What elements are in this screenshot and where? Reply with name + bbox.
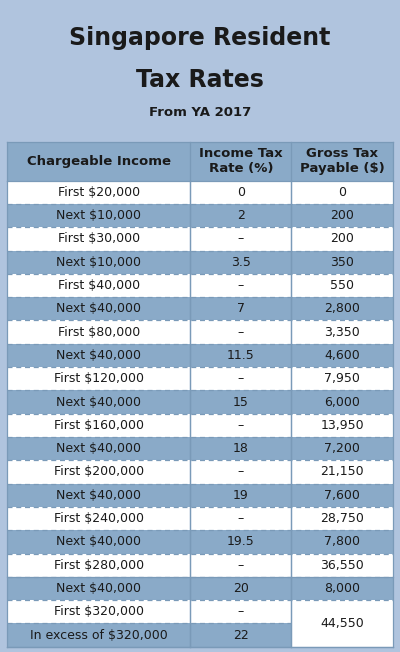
Text: Next $40,000: Next $40,000 xyxy=(56,349,141,362)
Bar xyxy=(7,437,393,460)
Text: –: – xyxy=(238,372,244,385)
Text: Singapore Resident: Singapore Resident xyxy=(69,26,331,50)
Text: First $20,000: First $20,000 xyxy=(58,186,140,199)
Text: 44,550: 44,550 xyxy=(320,617,364,630)
Text: Next $40,000: Next $40,000 xyxy=(56,303,141,316)
Text: Next $40,000: Next $40,000 xyxy=(56,442,141,455)
Text: 36,550: 36,550 xyxy=(320,559,364,572)
Text: 200: 200 xyxy=(330,232,354,245)
Bar xyxy=(7,320,393,344)
Text: 350: 350 xyxy=(330,256,354,269)
Text: Next $10,000: Next $10,000 xyxy=(56,256,141,269)
Bar xyxy=(7,460,393,484)
Text: 20: 20 xyxy=(233,582,249,595)
Text: –: – xyxy=(238,325,244,338)
Text: First $30,000: First $30,000 xyxy=(58,232,140,245)
Text: 4,600: 4,600 xyxy=(324,349,360,362)
Bar xyxy=(291,600,393,647)
Text: 2: 2 xyxy=(237,209,245,222)
Text: Next $40,000: Next $40,000 xyxy=(56,489,141,502)
Text: In excess of $320,000: In excess of $320,000 xyxy=(30,629,168,642)
Bar xyxy=(190,600,291,623)
Text: –: – xyxy=(238,419,244,432)
Text: Income Tax
Rate (%): Income Tax Rate (%) xyxy=(199,147,283,175)
Text: 8,000: 8,000 xyxy=(324,582,360,595)
Text: First $80,000: First $80,000 xyxy=(58,325,140,338)
Bar xyxy=(7,227,393,250)
Text: 3,350: 3,350 xyxy=(324,325,360,338)
Text: 7,950: 7,950 xyxy=(324,372,360,385)
Bar xyxy=(7,577,393,600)
Text: First $120,000: First $120,000 xyxy=(54,372,144,385)
Bar xyxy=(190,623,291,647)
Bar xyxy=(7,181,393,204)
Text: 19: 19 xyxy=(233,489,249,502)
Text: 550: 550 xyxy=(330,279,354,292)
Text: First $40,000: First $40,000 xyxy=(58,279,140,292)
Text: 7: 7 xyxy=(237,303,245,316)
Text: –: – xyxy=(238,512,244,525)
Bar xyxy=(7,142,393,181)
Bar xyxy=(7,391,393,413)
Text: –: – xyxy=(238,232,244,245)
Text: 19.5: 19.5 xyxy=(227,535,255,548)
Text: First $200,000: First $200,000 xyxy=(54,466,144,479)
Text: 13,950: 13,950 xyxy=(320,419,364,432)
Text: Gross Tax
Payable ($): Gross Tax Payable ($) xyxy=(300,147,384,175)
Text: 21,150: 21,150 xyxy=(320,466,364,479)
Text: First $240,000: First $240,000 xyxy=(54,512,144,525)
Bar xyxy=(7,530,393,554)
Text: Tax Rates: Tax Rates xyxy=(136,68,264,93)
Text: 18: 18 xyxy=(233,442,249,455)
Text: 7,600: 7,600 xyxy=(324,489,360,502)
Text: –: – xyxy=(238,279,244,292)
Bar xyxy=(7,204,393,227)
Text: 0: 0 xyxy=(237,186,245,199)
Text: 11.5: 11.5 xyxy=(227,349,255,362)
Bar xyxy=(7,274,393,297)
Bar xyxy=(7,600,190,623)
Text: –: – xyxy=(238,605,244,618)
Text: 0: 0 xyxy=(338,186,346,199)
Bar xyxy=(7,367,393,391)
Text: 200: 200 xyxy=(330,209,354,222)
Text: First $160,000: First $160,000 xyxy=(54,419,144,432)
Text: Chargeable Income: Chargeable Income xyxy=(27,155,171,168)
Text: 7,200: 7,200 xyxy=(324,442,360,455)
Text: Next $40,000: Next $40,000 xyxy=(56,396,141,409)
Bar xyxy=(7,623,190,647)
Bar xyxy=(7,344,393,367)
Text: 28,750: 28,750 xyxy=(320,512,364,525)
Text: First $320,000: First $320,000 xyxy=(54,605,144,618)
Bar xyxy=(7,413,393,437)
Text: 7,800: 7,800 xyxy=(324,535,360,548)
Text: 15: 15 xyxy=(233,396,249,409)
Text: –: – xyxy=(238,559,244,572)
Bar xyxy=(7,507,393,530)
Text: Next $40,000: Next $40,000 xyxy=(56,582,141,595)
Text: 22: 22 xyxy=(233,629,249,642)
Text: First $280,000: First $280,000 xyxy=(54,559,144,572)
Text: Next $10,000: Next $10,000 xyxy=(56,209,141,222)
Text: 2,800: 2,800 xyxy=(324,303,360,316)
Bar xyxy=(7,484,393,507)
Bar xyxy=(7,250,393,274)
Text: –: – xyxy=(238,466,244,479)
Bar xyxy=(7,297,393,320)
Text: Next $40,000: Next $40,000 xyxy=(56,535,141,548)
Bar xyxy=(7,554,393,577)
Text: From YA 2017: From YA 2017 xyxy=(149,106,251,119)
Text: 3.5: 3.5 xyxy=(231,256,251,269)
Text: 6,000: 6,000 xyxy=(324,396,360,409)
